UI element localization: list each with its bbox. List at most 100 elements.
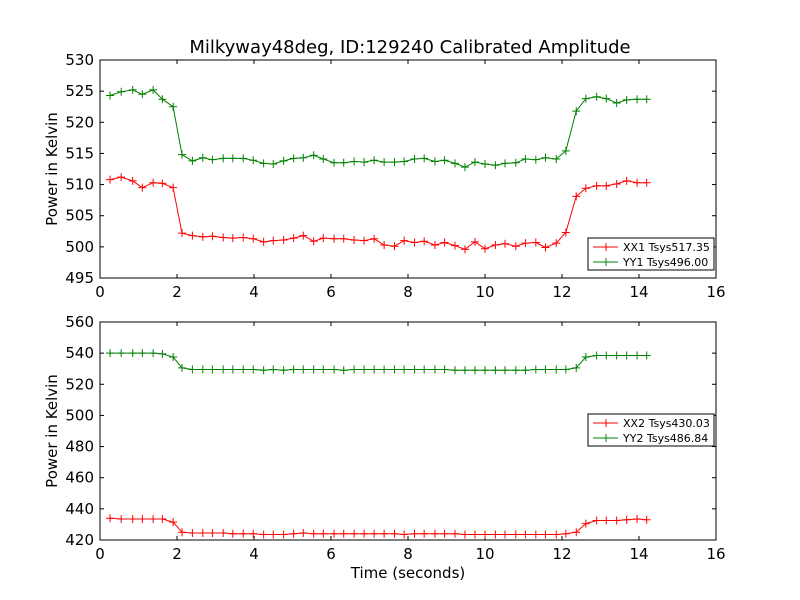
x-tick-label: 4 <box>249 545 259 563</box>
data-point <box>198 528 207 537</box>
data-point <box>269 365 278 374</box>
data-point <box>501 239 510 248</box>
data-point <box>299 231 308 240</box>
x-tick-label: 14 <box>629 545 648 563</box>
data-point <box>541 153 550 162</box>
data-point <box>330 365 339 374</box>
data-point <box>612 516 621 525</box>
data-point <box>279 530 288 539</box>
y-tick-label: 495 <box>65 269 94 287</box>
data-point <box>169 518 178 527</box>
data-point <box>309 237 318 246</box>
data-point <box>561 228 570 237</box>
data-point <box>149 514 158 523</box>
data-point <box>400 157 409 166</box>
data-point <box>219 528 228 537</box>
data-point <box>370 529 379 538</box>
data-point <box>228 154 237 163</box>
data-point <box>106 514 115 523</box>
data-point <box>360 236 369 245</box>
data-point <box>149 178 158 187</box>
data-point <box>460 366 469 375</box>
data-point <box>380 240 389 249</box>
y-tick-label: 510 <box>65 176 94 194</box>
x-tick-label: 10 <box>475 283 494 301</box>
data-point <box>339 158 348 167</box>
data-point <box>380 365 389 374</box>
data-point <box>330 529 339 538</box>
y-tick-label: 515 <box>65 144 94 162</box>
data-point <box>572 363 581 372</box>
data-point <box>178 150 187 159</box>
data-point <box>198 365 207 374</box>
data-point <box>642 515 651 524</box>
data-point <box>169 183 178 192</box>
data-point <box>198 153 207 162</box>
data-point <box>249 234 258 243</box>
data-point <box>390 158 399 167</box>
data-point <box>450 241 459 250</box>
data-point <box>249 529 258 538</box>
data-point <box>178 528 187 537</box>
data-point <box>350 529 359 538</box>
data-point <box>572 192 581 201</box>
data-point <box>541 243 550 252</box>
data-point <box>350 236 359 245</box>
data-point <box>360 365 369 374</box>
data-point <box>370 365 379 374</box>
x-tick-label: 10 <box>475 545 494 563</box>
data-point <box>531 365 540 374</box>
data-point <box>259 530 268 539</box>
data-point <box>128 349 137 358</box>
data-point <box>330 234 339 243</box>
data-point <box>633 178 642 187</box>
data-point <box>208 365 217 374</box>
bottom-plot: 0 2 4 6 8 10 12 14 16 420 440 460 480 500 520 540 560 Pow… <box>43 313 726 582</box>
x-tick-label: 14 <box>629 283 648 301</box>
data-point <box>208 232 217 241</box>
data-point <box>491 161 500 170</box>
data-point <box>400 365 409 374</box>
data-point <box>450 366 459 375</box>
x-tick-label: 6 <box>326 283 336 301</box>
data-point <box>269 160 278 169</box>
legend-marker <box>602 258 610 266</box>
data-point <box>106 91 115 100</box>
data-point <box>460 245 469 254</box>
data-point <box>531 530 540 539</box>
data-point <box>138 183 147 192</box>
data-point <box>219 233 228 242</box>
data-point <box>470 158 479 167</box>
data-point <box>339 366 348 375</box>
y-tick-label: 520 <box>65 375 94 393</box>
data-point <box>149 349 158 358</box>
data-point <box>259 237 268 246</box>
data-point <box>430 240 439 249</box>
x-tick-label: 0 <box>95 545 105 563</box>
data-point <box>289 529 298 538</box>
data-point <box>642 351 651 360</box>
data-point <box>299 528 308 537</box>
data-point <box>117 173 126 182</box>
data-point <box>319 234 328 243</box>
data-point <box>117 349 126 358</box>
data-point <box>249 365 258 374</box>
data-point <box>552 155 561 164</box>
y-tick-label: 540 <box>65 344 94 362</box>
data-point <box>219 154 228 163</box>
data-point <box>561 365 570 374</box>
data-point <box>138 514 147 523</box>
data-point <box>602 181 611 190</box>
data-point <box>460 530 469 539</box>
data-point <box>390 242 399 251</box>
data-point <box>188 365 197 374</box>
data-point <box>450 159 459 168</box>
data-point <box>612 351 621 360</box>
data-point <box>319 529 328 538</box>
data-point <box>117 514 126 523</box>
data-point <box>572 528 581 537</box>
y-tick-label: 505 <box>65 207 94 225</box>
data-point <box>128 176 137 185</box>
data-point <box>552 530 561 539</box>
